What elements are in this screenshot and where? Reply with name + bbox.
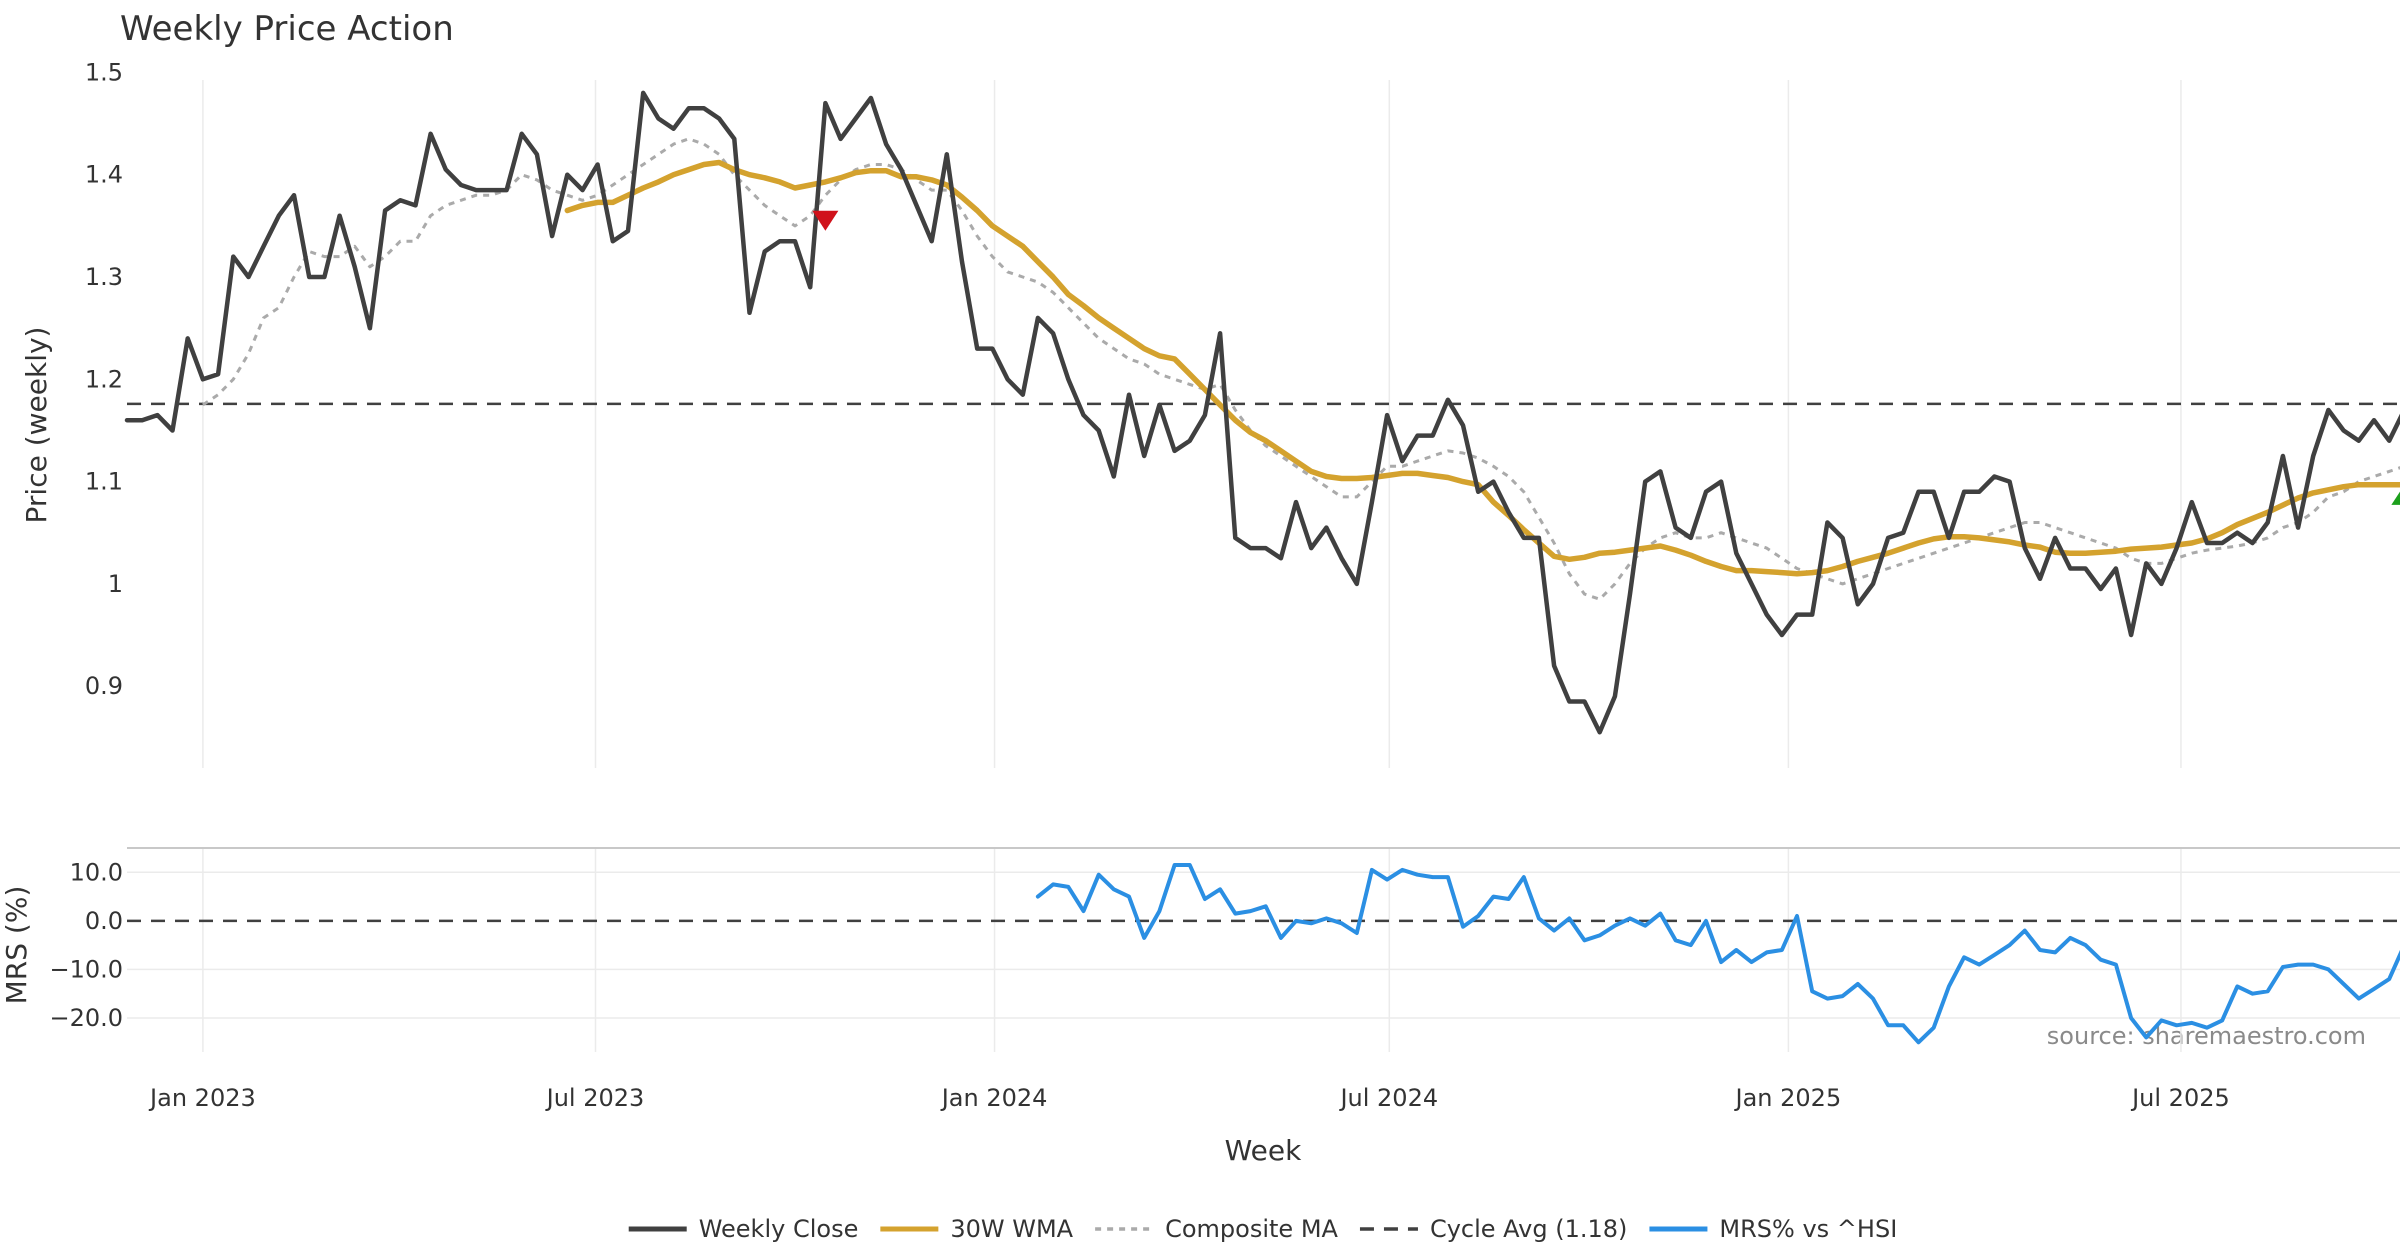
weekly-close-line (124, 90, 2400, 735)
marker-layer (812, 210, 2400, 505)
price-axis-label: Price (weekly) (20, 327, 53, 524)
price-y-tick-label: 1 (108, 570, 123, 598)
legend-label: Cycle Avg (1.18) (1430, 1215, 1627, 1243)
mrs-y-tick-label: 10.0 (70, 858, 123, 886)
tick-labels: 0.9 1 1.1 1.2 1.3 1.4 1.5 −20.0 −10.0 0.0 10.0 Jan … (49, 58, 2229, 1112)
chart-title: Weekly Price Action (120, 9, 454, 49)
price-y-tick-label: 1.5 (85, 58, 123, 86)
x-tick-label: Jul 2025 (2130, 1084, 2230, 1112)
legend-label: Composite MA (1165, 1215, 1338, 1243)
price-y-tick-label: 0.9 (85, 672, 123, 700)
mrs-y-tick-label: −20.0 (49, 1004, 123, 1032)
wma-30w-line (564, 159, 2400, 577)
legend-item: 30W WMA (880, 1215, 1074, 1243)
x-tick-label: Jul 2024 (1338, 1084, 1438, 1112)
x-tick-label: Jul 2023 (545, 1084, 645, 1112)
mrs-line (1035, 863, 2400, 1045)
legend-item: MRS% vs ^HSI (1649, 1215, 1897, 1243)
legend-label: 30W WMA (950, 1215, 1073, 1243)
price-y-tick-label: 1.3 (85, 263, 123, 291)
reference-lines (127, 402, 2400, 923)
mrs-y-tick-label: −10.0 (49, 955, 123, 983)
legend-item: Cycle Avg (1.18) (1359, 1215, 1627, 1243)
price-y-tick-label: 1.4 (85, 161, 123, 189)
mrs-axis-label: MRS (%) (0, 886, 33, 1005)
legend-item: Composite MA (1095, 1215, 1339, 1243)
legend: Weekly Close 30W WMA Composite MA Cycle Avg… (628, 1215, 1897, 1243)
composite-ma-line (202, 137, 2400, 601)
x-axis-label: Week (1225, 1134, 1302, 1167)
buy-marker (2391, 491, 2400, 505)
grid-layer (127, 80, 2400, 1052)
mrs-y-tick-label: 0.0 (85, 907, 123, 935)
legend-label: MRS% vs ^HSI (1719, 1215, 1897, 1243)
x-tick-label: Jan 2025 (1734, 1084, 1842, 1112)
price-y-tick-label: 1.1 (85, 468, 123, 496)
legend-item: Weekly Close (628, 1215, 859, 1243)
x-tick-label: Jan 2024 (940, 1084, 1048, 1112)
price-y-tick-label: 1.2 (85, 365, 123, 393)
sell-marker (812, 210, 839, 231)
legend-label: Weekly Close (699, 1215, 859, 1243)
x-tick-label: Jan 2023 (148, 1084, 256, 1112)
series-layer (124, 90, 2400, 1045)
